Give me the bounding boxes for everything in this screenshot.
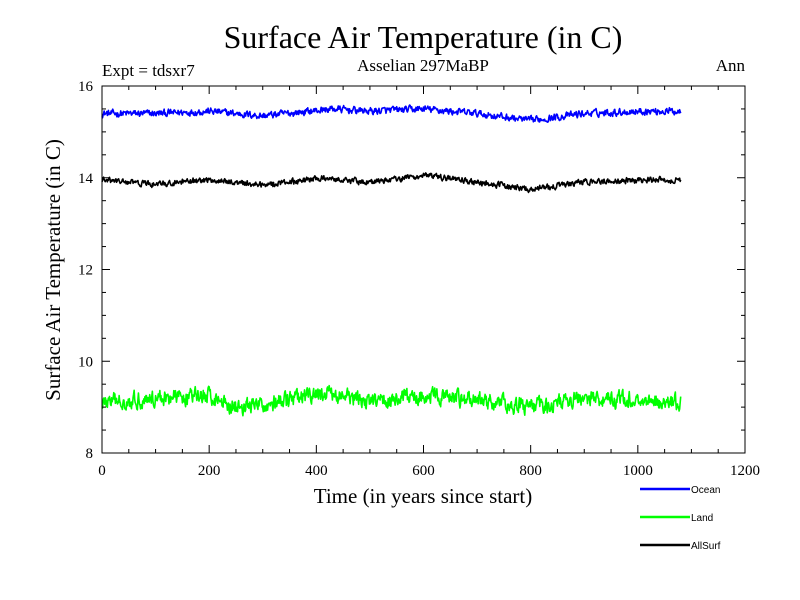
x-tick-label: 600 — [412, 463, 435, 479]
series-line-allsurf — [101, 172, 682, 194]
x-tick-label: 0 — [98, 463, 106, 479]
x-tick-label: 800 — [519, 463, 542, 479]
legend-label-ocean: Ocean — [691, 485, 720, 496]
x-tick-label: 200 — [198, 463, 221, 479]
x-axis-label: Time (in years since start) — [314, 484, 533, 508]
y-axis-label: Surface Air Temperature (in C) — [41, 139, 65, 401]
series-group — [101, 104, 682, 417]
series-line-ocean — [101, 104, 682, 123]
legend-label-allsurf: AllSurf — [691, 541, 721, 552]
y-tick-label: 8 — [86, 446, 94, 462]
series-line-land — [101, 384, 682, 417]
legend: Ocean Land AllSurf — [640, 485, 721, 552]
chart-subtitle-left: Expt = tdsxr7 — [102, 61, 195, 80]
chart-subtitle-right: Ann — [716, 56, 746, 75]
x-tick-labels: 0 200 400 600 800 1000 1200 — [98, 463, 760, 479]
y-tick-label: 16 — [78, 79, 94, 95]
chart-subtitle-center: Asselian 297MaBP — [357, 56, 489, 75]
plot-frame — [101, 85, 746, 454]
y-tick-label: 10 — [78, 354, 93, 370]
x-tick-label: 1000 — [623, 463, 653, 479]
chart-title: Surface Air Temperature (in C) — [224, 19, 623, 55]
x-tick-label: 400 — [305, 463, 328, 479]
y-tick-label: 14 — [78, 171, 94, 187]
y-tick-labels: 8 10 12 14 16 — [78, 79, 94, 462]
legend-label-land: Land — [691, 513, 713, 524]
x-tick-label: 1200 — [730, 463, 760, 479]
y-tick-label: 12 — [78, 263, 93, 279]
